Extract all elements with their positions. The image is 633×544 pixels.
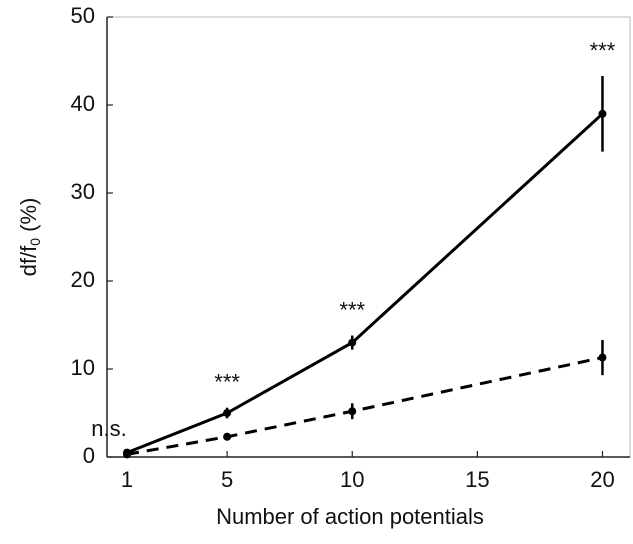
significance-label: *** [339,297,365,322]
y-tick-label: 40 [71,91,95,116]
series-line [126,112,604,454]
plot-frame [106,16,631,458]
y-axis-label: df/f0 (%) [16,198,43,277]
y-label-subscript: 0 [27,238,43,246]
x-tick-label: 15 [465,467,489,492]
significance-label: *** [590,38,616,63]
y-tick-label: 50 [71,3,95,28]
series-line [126,356,603,456]
y-tick-label: 20 [71,267,95,292]
x-tick-label: 10 [340,467,364,492]
data-point [223,409,232,417]
data-point [348,407,357,416]
x-axis-label: Number of action potentials [216,504,484,529]
y-tick-label: 30 [71,179,95,204]
data-point [598,353,607,362]
y-tick-label: 10 [71,355,95,380]
y-label-main: df/f [16,245,41,276]
data-point [223,432,232,441]
data-point [123,450,132,459]
significance-label: n.s. [91,416,126,441]
data-point [598,109,607,118]
significance-label: *** [214,370,240,395]
y-label-unit: (%) [16,198,41,238]
x-tick-label: 20 [590,467,614,492]
x-tick-label: 1 [121,467,133,492]
x-tick-label: 5 [221,467,233,492]
y-tick-label: 0 [83,443,95,468]
data-point [348,338,357,347]
